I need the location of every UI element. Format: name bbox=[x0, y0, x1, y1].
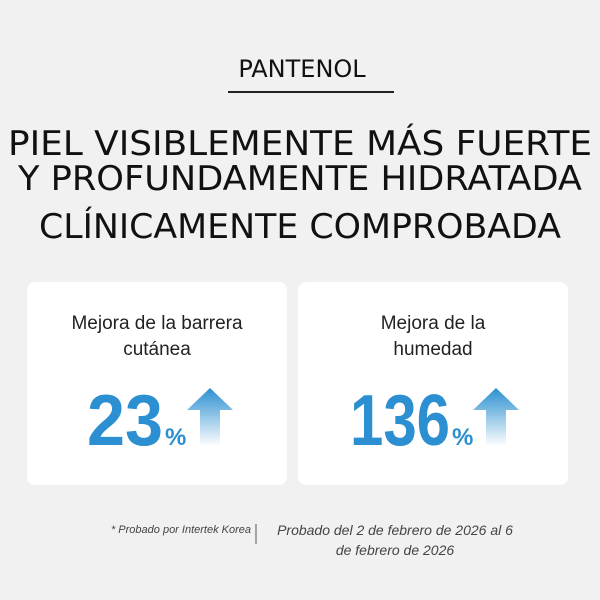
headline: PIEL VISIBLEMENTE MÁS FUERTE bbox=[8, 123, 592, 164]
up-arrow bbox=[473, 388, 519, 446]
headline: Y PROFUNDAMENTE HIDRATADA bbox=[17, 159, 582, 199]
brand: PANTENOL bbox=[238, 55, 366, 83]
card-label: cutánea bbox=[123, 339, 191, 360]
footnote-period: de febrero de 2026 bbox=[336, 542, 455, 558]
card bbox=[27, 282, 287, 485]
subheadline: CLÍNICAMENTE COMPROBADA bbox=[39, 206, 561, 247]
card-label: Mejora de la barrera bbox=[71, 313, 243, 334]
card-value: 136 bbox=[350, 381, 450, 461]
card-unit: % bbox=[452, 424, 473, 451]
footnote-source: * Probado por Intertek Korea bbox=[111, 524, 251, 536]
card-label: humedad bbox=[393, 339, 472, 360]
footnote-period: Probado del 2 de febrero de 2026 al 6 bbox=[277, 522, 513, 538]
card-value: 23 bbox=[87, 381, 163, 461]
up-arrow bbox=[187, 388, 233, 446]
card-unit: % bbox=[165, 424, 186, 451]
card-label: Mejora de la bbox=[381, 313, 486, 334]
